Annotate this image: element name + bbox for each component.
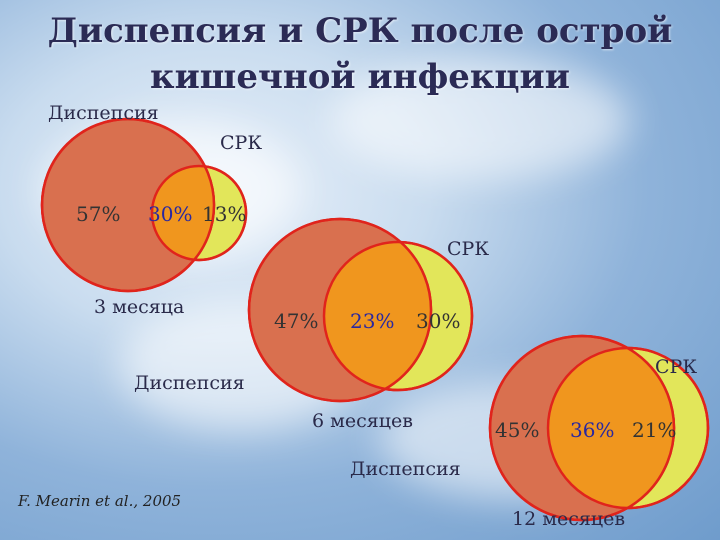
overlap-value: 23% <box>350 309 395 333</box>
overlap-region <box>152 166 214 260</box>
ibs-only-value: 21% <box>632 418 677 442</box>
dyspepsia-only-value: 47% <box>274 309 319 333</box>
citation: F. Mearin et al., 2005 <box>18 492 182 510</box>
dyspepsia-only-value: 45% <box>495 418 540 442</box>
ibs-only-value: 13% <box>202 202 247 226</box>
venn-6-months <box>247 217 474 403</box>
background-cloud <box>330 60 630 180</box>
dyspepsia-label: Диспепсия <box>48 102 159 124</box>
ibs-label: СРК <box>220 132 263 154</box>
dyspepsia-label: Диспепсия <box>134 372 245 394</box>
ibs-only-value: 30% <box>416 309 461 333</box>
dyspepsia-label: Диспепсия <box>350 458 461 480</box>
ibs-label: СРК <box>655 356 698 378</box>
dyspepsia-only-value: 57% <box>76 202 121 226</box>
overlap-region <box>324 242 431 390</box>
venn-3-months <box>40 117 248 293</box>
period-label: 6 месяцев <box>312 410 413 432</box>
period-label: 12 месяцев <box>512 508 626 530</box>
slide-title: Диспепсия и СРК после острой кишечной ин… <box>47 11 673 97</box>
overlap-value: 30% <box>148 202 193 226</box>
ibs-label: СРК <box>447 238 490 260</box>
period-label: 3 месяца <box>94 296 185 318</box>
overlap-value: 36% <box>570 418 615 442</box>
venn-12-months <box>488 334 710 522</box>
